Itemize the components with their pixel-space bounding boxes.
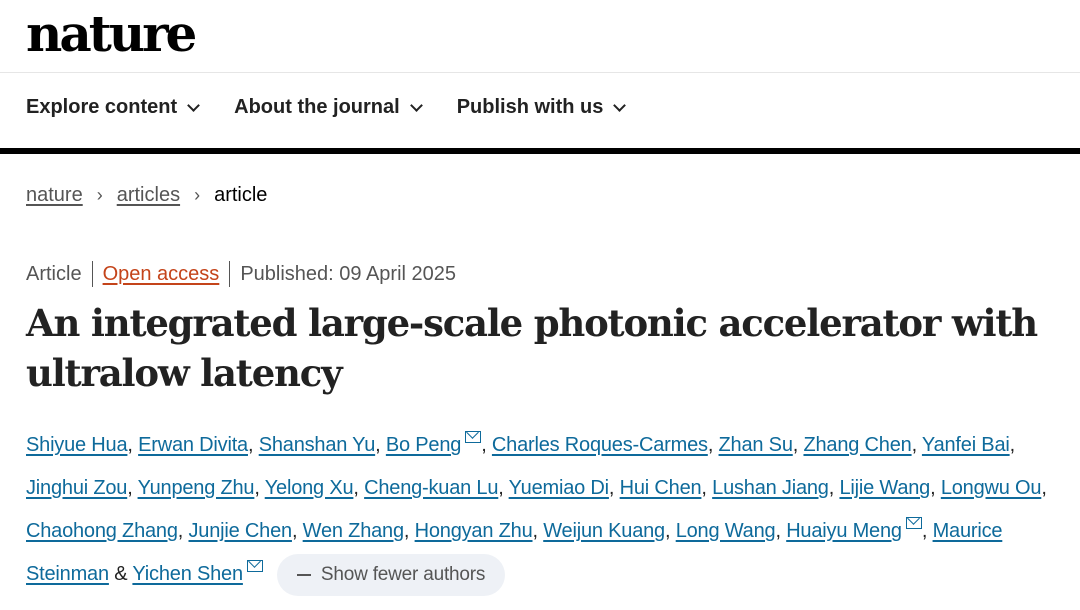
nav-label: Explore content (26, 96, 178, 118)
author-link[interactable]: Huaiyu Meng (786, 520, 902, 542)
breadcrumb: nature › articles › article (26, 184, 267, 207)
open-access-link[interactable]: Open access (102, 262, 220, 285)
article-meta: Article Open access Published: 09 April … (26, 261, 456, 287)
mail-icon[interactable] (246, 560, 263, 572)
author-list: Shiyue Hua, Erwan Divita, Shanshan Yu, B… (26, 424, 1056, 596)
author-link[interactable]: Cheng-kuan Lu (364, 477, 499, 499)
meta-divider (91, 261, 93, 287)
nav-publish-with-us[interactable]: Publish with us (456, 96, 627, 119)
show-fewer-label: Show fewer authors (320, 564, 486, 586)
meta-divider (229, 261, 231, 287)
breadcrumb-nature[interactable]: nature (26, 184, 83, 206)
article-title: An integrated large-scale photonic accel… (26, 301, 1038, 395)
chevron-right-icon: › (194, 185, 201, 205)
chevron-down-icon (613, 98, 627, 112)
mail-icon[interactable] (465, 431, 482, 443)
nature-logo[interactable]: nature (26, 4, 197, 63)
author-link[interactable]: Charles Roques-Carmes (491, 434, 708, 456)
breadcrumb-current: article (214, 184, 268, 206)
author-link[interactable]: Weijun Kuang (543, 520, 665, 542)
author-link[interactable]: Hongyan Zhu (414, 520, 533, 542)
author-link[interactable]: Yichen Shen (132, 563, 243, 585)
minus-icon (296, 573, 311, 576)
nav-bottom-bar (0, 148, 1080, 154)
author-link[interactable]: Shiyue Hua (26, 434, 128, 456)
author-link[interactable]: Yanfei Bai (921, 434, 1010, 456)
chevron-right-icon: › (96, 185, 103, 205)
author-link[interactable]: Longwu Ou (940, 477, 1042, 499)
author-link[interactable]: Zhang Chen (803, 434, 912, 456)
author-link[interactable]: Yelong Xu (264, 477, 354, 499)
breadcrumb-articles[interactable]: articles (116, 184, 181, 206)
header-divider (0, 72, 1080, 73)
nav-about-journal[interactable]: About the journal (234, 96, 423, 119)
nav-label: About the journal (234, 96, 400, 118)
nav-explore-content[interactable]: Explore content (26, 96, 201, 119)
author-link[interactable]: Wen Zhang (302, 520, 404, 542)
author-link[interactable]: Chaohong Zhang (26, 520, 178, 542)
main-nav: Explore content About the journal Publis… (26, 96, 660, 119)
article-type: Article (26, 262, 82, 285)
chevron-down-icon (187, 98, 201, 112)
author-link[interactable]: Erwan Divita (138, 434, 248, 456)
author-link[interactable]: Jinghui Zou (26, 477, 128, 499)
chevron-down-icon (409, 98, 423, 112)
author-link[interactable]: Hui Chen (619, 477, 702, 499)
author-link[interactable]: Shanshan Yu (258, 434, 376, 456)
author-link[interactable]: Zhan Su (718, 434, 793, 456)
mail-icon[interactable] (905, 517, 922, 529)
author-link[interactable]: Lushan Jiang (712, 477, 829, 499)
author-conjunction: & (108, 563, 133, 585)
author-link[interactable]: Yunpeng Zhu (137, 477, 255, 499)
author-link[interactable]: Bo Peng (385, 434, 462, 456)
author-link[interactable]: Yuemiao Di (508, 477, 609, 499)
author-link[interactable]: Maurice Steinman (26, 520, 1003, 585)
show-fewer-authors-button[interactable]: Show fewer authors (276, 553, 506, 596)
nav-label: Publish with us (456, 96, 604, 118)
published-date: Published: 09 April 2025 (240, 262, 457, 285)
author-link[interactable]: Lijie Wang (839, 477, 931, 499)
author-link[interactable]: Long Wang (675, 520, 776, 542)
author-link[interactable]: Junjie Chen (188, 520, 293, 542)
